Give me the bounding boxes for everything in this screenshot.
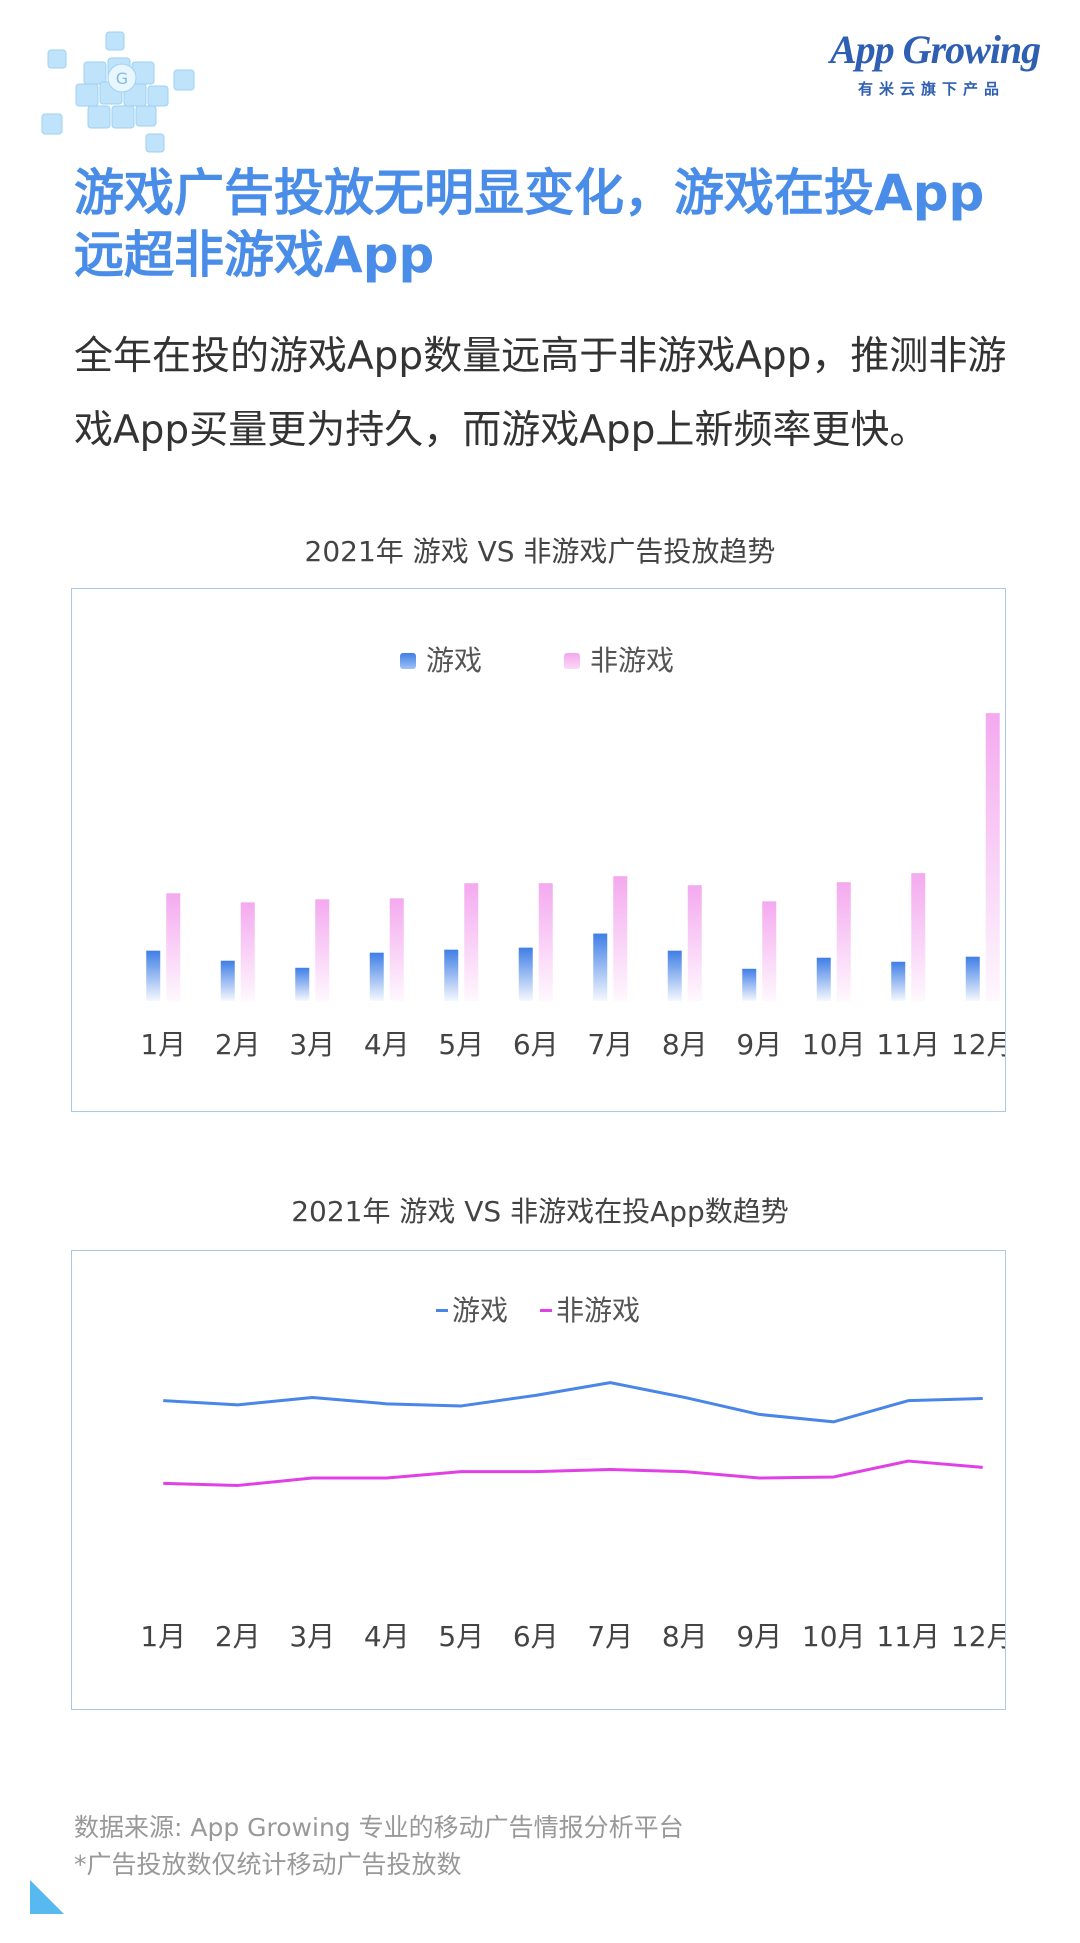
line-legend-game-label: 游戏 [452, 1294, 509, 1327]
bar-nongame-7 [613, 876, 628, 1001]
bar-nongame-6 [538, 883, 553, 1001]
bar-legend-game-label: 游戏 [426, 644, 483, 677]
bar-chart-frame: 游戏 非游戏 1月 2月 3月 4月 5月 6月 7月 8月 9月 10月 11月 12月 [71, 588, 1006, 1112]
logo-subtitle: 有米云旗下产品 [858, 80, 1006, 98]
bar-nongame-3 [315, 899, 330, 1001]
app-growing-logo: App Growing 有米云旗下产品 [830, 26, 1041, 106]
bar-x-tick-label: 10月 [802, 1028, 866, 1061]
bar-x-tick-label: 6月 [513, 1028, 559, 1061]
bar-x-tick-label: 2月 [215, 1028, 261, 1061]
page-subtitle: 全年在投的游戏App数量远高于非游戏App，推测非游戏App买量更为持久，而游戏… [74, 334, 1007, 453]
bar-x-tick-label: 12月 [951, 1028, 1005, 1061]
line-chart: 1月 2月 3月 4月 5月 6月 7月 8月 9月 10月 11月 12月 [140, 1381, 1005, 1653]
bar-game-8 [667, 950, 682, 1001]
line-x-tick-label: 1月 [140, 1620, 186, 1653]
title-line-1: 游戏广告投放无明显变化，游戏在投App [74, 164, 985, 222]
line-x-tick-label: 11月 [876, 1620, 940, 1653]
line-legend-game: 游戏 [436, 1289, 508, 1329]
bar-x-tick-label: 9月 [736, 1028, 782, 1061]
bar-nongame-1 [166, 893, 181, 1001]
line-x-tick-label: 4月 [364, 1620, 410, 1653]
bar-x-tick-label: 8月 [662, 1028, 708, 1061]
logo-text: App Growing [830, 27, 1041, 72]
bar-game-9 [742, 968, 757, 1001]
line-legend-nongame-marker [540, 1309, 552, 1312]
line-legend-game-marker [436, 1309, 448, 1312]
line-series-nongame [163, 1459, 983, 1487]
bar-legend-nongame-swatch [564, 653, 580, 669]
line-x-tick-label: 12月 [951, 1620, 1005, 1653]
line-x-tick-label: 2月 [215, 1620, 261, 1653]
bar-game-3 [295, 967, 310, 1001]
line-legend-nongame: 非游戏 [540, 1289, 640, 1329]
bar-game-1 [146, 950, 161, 1001]
bar-game-7 [593, 933, 608, 1001]
bar-nongame-5 [464, 883, 479, 1001]
bar-legend-nongame: 非游戏 [564, 639, 674, 679]
bar-game-12 [965, 956, 980, 1001]
bar-nongame-4 [389, 898, 404, 1001]
line-x-tick-label: 8月 [662, 1620, 708, 1653]
footnote: *广告投放数仅统计移动广告投放数 [74, 1850, 462, 1879]
bar-nongame-12 [985, 713, 1000, 1001]
bar-game-5 [444, 949, 459, 1001]
line-x-tick-label: 3月 [289, 1620, 335, 1653]
bar-legend-nongame-label: 非游戏 [590, 644, 675, 677]
bar-chart-title: 2021年 游戏 VS 非游戏广告投放趋势 [304, 535, 776, 568]
line-x-tick-label: 7月 [587, 1620, 633, 1653]
bar-game-10 [816, 957, 831, 1001]
bar-legend-game-swatch [400, 653, 416, 669]
corner-triangle-decoration [30, 1880, 64, 1914]
line-series-game [163, 1381, 983, 1424]
line-legend-nongame-label: 非游戏 [556, 1294, 641, 1327]
bar-nongame-11 [911, 873, 926, 1001]
bar-nongame-2 [240, 902, 255, 1001]
line-x-tick-label: 5月 [438, 1620, 484, 1653]
line-chart-frame: 游戏 非游戏 1月 2月 3月 4月 5月 6月 7月 8月 9月 10月 11月 12月 [71, 1250, 1006, 1710]
bar-x-tick-label: 5月 [438, 1028, 484, 1061]
data-source-note: 数据来源: App Growing 专业的移动广告情报分析平台 [74, 1813, 684, 1842]
bar-x-tick-label: 1月 [140, 1028, 186, 1061]
cube-cluster-decoration: G [41, 31, 195, 153]
bar-legend-game: 游戏 [400, 639, 482, 679]
bar-game-2 [220, 960, 235, 1001]
bar-x-tick-label: 4月 [364, 1028, 410, 1061]
bar-nongame-10 [836, 882, 851, 1001]
bar-game-4 [369, 952, 384, 1001]
bar-x-tick-label: 3月 [289, 1028, 335, 1061]
line-chart-title: 2021年 游戏 VS 非游戏在投App数趋势 [291, 1195, 789, 1228]
bar-game-6 [518, 947, 533, 1001]
bar-chart: 1月 2月 3月 4月 5月 6月 7月 8月 9月 10月 11月 12月 [140, 713, 1005, 1061]
svg-text:G: G [116, 69, 128, 88]
title-line-2: 远超非游戏App [74, 226, 435, 284]
line-x-tick-label: 9月 [736, 1620, 782, 1653]
bar-nongame-8 [687, 885, 702, 1001]
page-title: 游戏广告投放无明显变化，游戏在投App 远超非游戏App [74, 162, 1034, 286]
line-x-tick-label: 6月 [513, 1620, 559, 1653]
bar-x-tick-label: 11月 [876, 1028, 940, 1061]
bar-nongame-9 [762, 901, 777, 1001]
bar-x-tick-label: 7月 [587, 1028, 633, 1061]
line-x-tick-label: 10月 [802, 1620, 866, 1653]
bar-game-11 [891, 961, 906, 1001]
